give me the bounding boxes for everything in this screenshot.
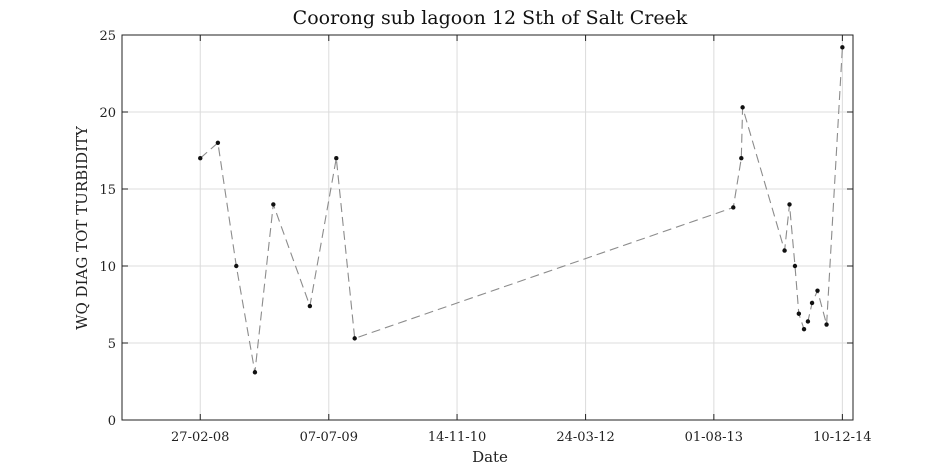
x-tick-label: 01-08-13 <box>685 430 743 445</box>
data-point <box>740 105 745 110</box>
y-axis-label: WQ DIAG TOT TURBIDITY <box>73 125 91 330</box>
data-point <box>809 300 815 306</box>
series-line <box>199 47 843 373</box>
series-line-group <box>198 45 845 375</box>
data-point <box>801 326 807 332</box>
data-point <box>840 45 845 50</box>
y-tick-label: 25 <box>99 29 116 44</box>
data-point <box>731 205 736 210</box>
data-point <box>805 319 811 324</box>
data-point <box>307 303 313 309</box>
data-point <box>824 322 829 327</box>
data-point <box>782 248 787 253</box>
data-point <box>198 156 203 161</box>
plot-frame <box>121 34 854 421</box>
y-tick-label: 15 <box>99 183 116 198</box>
data-point <box>787 202 792 207</box>
data-point <box>215 140 221 145</box>
y-tick-label: 10 <box>99 260 116 275</box>
x-tick-label: 27-02-08 <box>171 430 229 445</box>
y-tick-label: 20 <box>99 106 116 121</box>
x-tick-label: 14-11-10 <box>428 430 486 445</box>
data-point <box>334 156 339 161</box>
x-tick-label: 07-07-09 <box>300 430 358 445</box>
data-point <box>234 263 239 269</box>
data-point <box>792 263 798 269</box>
x-tick-label: 24-03-12 <box>556 430 614 445</box>
grid <box>122 34 853 421</box>
data-point <box>739 156 744 161</box>
y-tick-label: 0 <box>108 414 116 429</box>
data-point <box>815 288 820 293</box>
data-point <box>796 311 802 316</box>
y-tick-label: 5 <box>108 337 116 352</box>
chart-title: Coorong sub lagoon 12 Sth of Salt Creek <box>293 7 688 29</box>
x-tick-label: 10-12-14 <box>813 430 871 445</box>
data-point <box>271 202 276 207</box>
data-point <box>352 336 357 341</box>
data-point <box>252 370 258 375</box>
axis-ticks: 27-02-08 07-07-09 14-11-10 24-03-12 01-08-13… <box>99 29 871 445</box>
x-axis-label: Date <box>472 448 508 466</box>
